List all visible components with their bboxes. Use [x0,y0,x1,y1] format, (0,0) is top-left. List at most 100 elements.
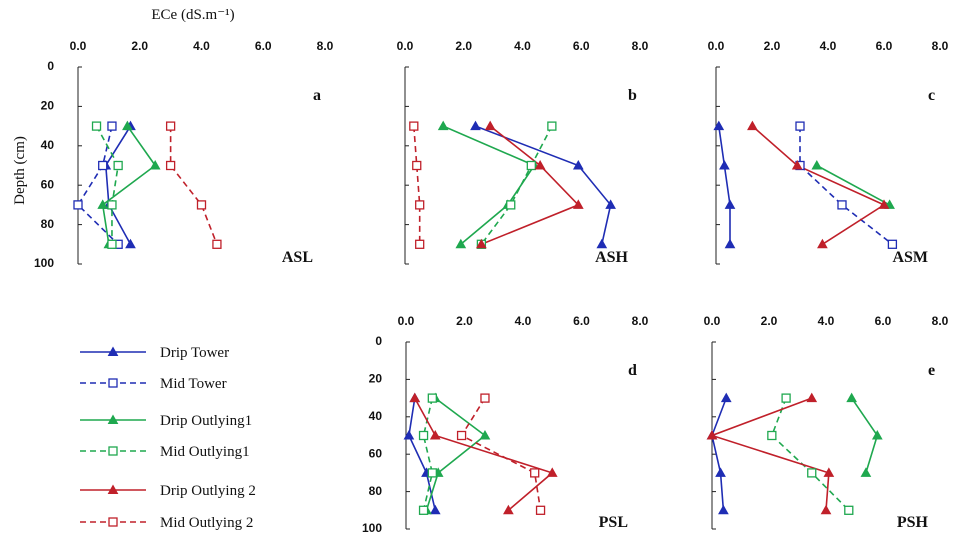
y-tick-label: 100 [362,521,382,534]
marker [415,239,425,249]
panel: 0.0 2.0 4.0 6.0 8.0 b ASH [397,39,649,266]
panel-letter: b [628,87,637,104]
series-line [76,125,119,245]
x-tick-label: 2.0 [764,39,781,53]
x-tick-label: 6.0 [875,314,892,328]
legend-marker [107,484,119,494]
y-tick-label: 0 [47,59,54,73]
y-tick-label: 100 [34,256,54,270]
y-axis-title: Depth (cm) [12,136,28,205]
marker [479,429,491,440]
panel-title: ASM [892,249,928,266]
marker [470,120,481,131]
panel-letter: a [313,87,321,104]
marker [811,159,823,170]
marker [534,159,546,170]
series-line [442,125,536,245]
series-line [460,397,542,511]
y-tick-label: 80 [41,217,55,231]
marker [724,238,736,249]
panel-letter: d [628,362,637,379]
x-tick-label: 8.0 [932,314,949,328]
series-line [104,125,132,245]
series-line [711,397,727,511]
marker [547,121,557,131]
marker [415,200,425,210]
marker [878,199,890,209]
series-line [850,397,879,474]
marker [429,504,441,515]
marker [437,120,449,131]
marker [418,430,429,441]
panel: 0.0 2.0 4.0 6.0 8.0 e PSH [704,314,949,531]
legend-label: Mid Outlying 2 [160,515,253,531]
series-line [718,125,731,245]
marker [484,120,496,131]
marker [605,199,616,209]
marker [107,200,117,210]
x-tick-label: 6.0 [255,39,272,53]
marker [165,121,176,131]
panel-title: ASH [595,249,628,266]
marker [807,468,817,478]
panel-letter: c [928,87,935,104]
series-line [816,164,890,206]
series-line [408,397,437,511]
marker [122,120,133,131]
marker [535,505,546,515]
x-tick-label: 6.0 [876,39,893,53]
x-tick-label: 4.0 [818,314,835,328]
marker [713,120,725,131]
marker [572,199,584,209]
panel-title: ASL [282,249,313,266]
marker [73,200,83,210]
marker [572,159,584,170]
x-tick-label: 0.0 [398,314,415,328]
series-line [709,397,830,511]
x-tick-label: 8.0 [632,39,649,53]
legend-marker [108,517,118,527]
marker [409,392,421,403]
legend-label: Mid Outlying1 [160,444,250,460]
x-tick-label: 2.0 [456,314,473,328]
marker [480,393,490,403]
marker [403,429,415,440]
marker [795,121,805,131]
marker [409,121,419,131]
panel: 0.0 2.0 4.0 6.0 8.0 0 20 40 60 80 100 a ASL ECe (dS.m… [12,7,334,270]
marker [860,467,872,477]
x-tick-label: 0.0 [708,39,725,53]
x-tick-label: 0.0 [397,39,414,53]
marker [412,160,422,171]
marker [456,430,467,441]
marker [719,159,730,170]
legend-label: Drip Outlying 2 [160,483,256,499]
x-tick-label: 8.0 [317,39,334,53]
marker [715,467,726,477]
marker [506,200,516,210]
panel: 0.0 2.0 4.0 6.0 8.0 0 20 40 60 80 100 d PSL [362,314,649,534]
x-axis-title: ECe (dS.m⁻¹) [151,7,234,23]
marker [747,120,758,131]
y-tick-label: 40 [41,138,55,152]
marker [820,504,832,515]
marker [767,430,777,441]
x-tick-label: 0.0 [704,314,721,328]
marker [196,200,207,210]
marker [706,429,718,440]
legend-label: Drip Tower [160,345,229,361]
y-tick-label: 60 [41,177,55,191]
x-tick-label: 8.0 [632,314,649,328]
x-tick-label: 6.0 [573,39,590,53]
marker [724,199,736,209]
legend-marker [108,378,118,388]
panel-title: PSL [599,514,628,531]
series-line [413,126,421,245]
marker [91,121,102,131]
panel: 0.0 2.0 4.0 6.0 8.0 c ASM [708,39,949,266]
series-line [480,125,553,245]
marker [718,504,729,515]
marker [720,392,732,403]
y-tick-label: 0 [375,334,382,348]
